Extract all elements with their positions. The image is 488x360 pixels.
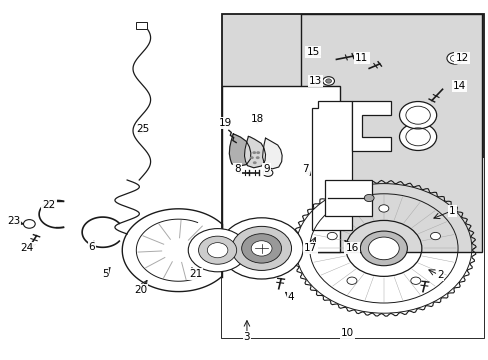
Text: 7: 7	[302, 164, 308, 174]
Circle shape	[251, 241, 271, 256]
Circle shape	[207, 243, 227, 258]
Text: 6: 6	[88, 242, 95, 252]
Circle shape	[252, 151, 256, 154]
Circle shape	[220, 218, 303, 279]
Text: 16: 16	[345, 243, 358, 253]
Circle shape	[360, 231, 407, 266]
Bar	[222, 158, 483, 338]
Text: 18: 18	[250, 114, 264, 124]
Text: 13: 13	[308, 76, 322, 86]
Text: 10: 10	[340, 328, 353, 338]
Bar	[222, 86, 339, 252]
Text: 24: 24	[20, 243, 34, 253]
Circle shape	[255, 156, 259, 159]
Text: 17: 17	[303, 243, 317, 253]
Polygon shape	[351, 101, 390, 151]
Text: 8: 8	[233, 164, 240, 174]
Circle shape	[446, 53, 462, 64]
Text: 4: 4	[287, 292, 294, 302]
Circle shape	[252, 161, 256, 164]
Circle shape	[322, 77, 334, 85]
Circle shape	[399, 123, 436, 150]
Text: 20: 20	[134, 285, 147, 295]
Text: 21: 21	[188, 269, 202, 279]
Circle shape	[23, 220, 35, 228]
Circle shape	[399, 102, 436, 129]
Text: 5: 5	[102, 269, 108, 279]
Text: 2: 2	[436, 270, 443, 280]
Text: 14: 14	[452, 81, 466, 91]
Bar	[300, 14, 481, 252]
Circle shape	[429, 233, 440, 240]
Polygon shape	[262, 138, 282, 169]
Bar	[222, 14, 483, 338]
Circle shape	[326, 233, 337, 240]
Circle shape	[325, 79, 331, 83]
Circle shape	[346, 277, 356, 284]
Circle shape	[368, 237, 398, 260]
Circle shape	[231, 226, 291, 270]
Text: 1: 1	[448, 206, 455, 216]
Text: 25: 25	[136, 124, 150, 134]
Text: 9: 9	[263, 164, 269, 174]
Circle shape	[188, 229, 246, 272]
Text: 3: 3	[243, 332, 250, 342]
Text: 23: 23	[7, 216, 20, 226]
Bar	[136, 22, 146, 29]
Polygon shape	[244, 136, 265, 168]
Polygon shape	[229, 134, 250, 166]
Text: 15: 15	[305, 47, 319, 57]
Polygon shape	[311, 101, 351, 230]
Circle shape	[249, 156, 253, 159]
Text: 19: 19	[219, 118, 232, 128]
Circle shape	[265, 171, 270, 175]
Circle shape	[378, 205, 388, 212]
Circle shape	[198, 236, 236, 264]
Circle shape	[256, 151, 260, 154]
Circle shape	[241, 234, 281, 263]
Circle shape	[364, 194, 373, 202]
Bar	[325, 180, 371, 216]
Text: 22: 22	[42, 200, 56, 210]
Text: 11: 11	[354, 53, 368, 63]
Text: 12: 12	[454, 53, 468, 63]
Circle shape	[410, 277, 420, 284]
